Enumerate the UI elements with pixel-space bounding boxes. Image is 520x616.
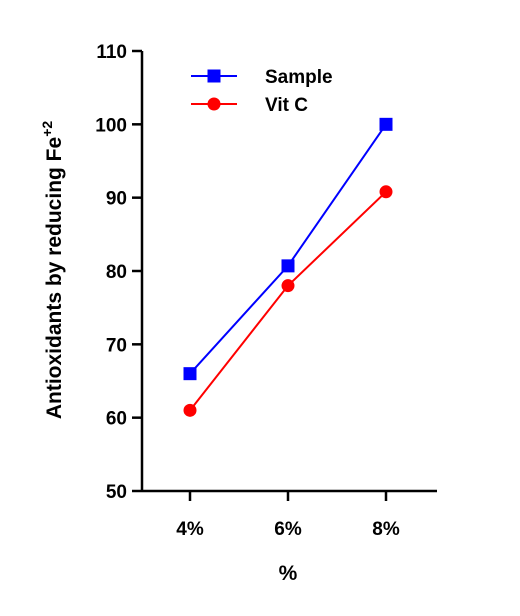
y-tick-label: 50 [106, 482, 127, 503]
data-point-square [183, 367, 197, 381]
series-line-sample [189, 123, 387, 375]
legend-marker-square [207, 69, 221, 83]
y-axis-title-superscript: +2 [39, 121, 55, 137]
y-tick-label: 90 [106, 189, 127, 210]
data-point-circle [379, 185, 393, 199]
legend: Sample Vit C [191, 67, 333, 116]
x-axis: 4% 6% 8% [142, 489, 437, 540]
data-point-circle [281, 279, 295, 293]
x-axis-title: % [279, 562, 298, 585]
x-tick-label: 8% [372, 519, 400, 540]
y-tick-label: 80 [106, 262, 127, 283]
series-line-vit-c [189, 191, 387, 411]
x-tick-label: 4% [176, 519, 204, 540]
y-axis-title-main: Antioxidants by reducing Fe [43, 137, 66, 419]
y-axis: 50 60 70 80 90 100 110 [95, 42, 144, 503]
legend-marker-circle [207, 97, 221, 111]
legend-label: Sample [265, 67, 333, 88]
legend-label: Vit C [265, 95, 308, 116]
y-tick-label: 100 [95, 115, 127, 136]
y-tick-label: 110 [96, 42, 127, 63]
y-axis-title: Antioxidants by reducing Fe+2 [39, 121, 66, 420]
series-layer [183, 117, 393, 417]
data-point-square [281, 259, 295, 273]
y-tick-label: 60 [106, 409, 127, 430]
x-tick-label: 6% [274, 519, 302, 540]
data-point-circle [183, 403, 197, 417]
y-tick-label: 70 [106, 335, 127, 356]
data-point-square [379, 117, 393, 131]
